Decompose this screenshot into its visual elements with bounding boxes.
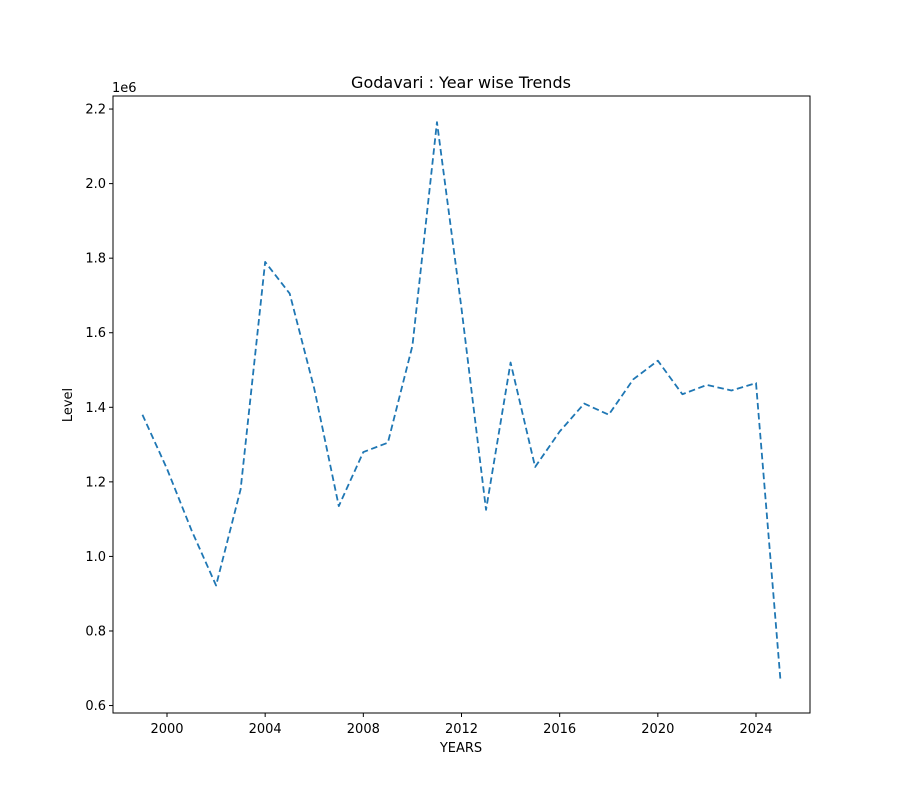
plot-area-frame [112,95,811,714]
y-tick-label: 1.8 [85,252,106,267]
y-tick-label: 1.2 [85,475,106,490]
x-axis-ticks: 2000 2004 2008 2012 2016 2020 2024 [150,713,773,737]
x-tick-label: 2000 [150,722,183,737]
chart-title: Godavari : Year wise Trends [351,73,571,92]
y-axis-offset-label: 1e6 [112,81,137,96]
x-tick-label: 2012 [445,722,478,737]
y-tick-label: 2.2 [85,103,106,118]
series-line [141,121,782,682]
y-tick-label: 1.4 [85,401,106,416]
x-tick-label: 2024 [739,722,772,737]
x-axis-label: YEARS [439,741,482,756]
y-tick-label: 0.6 [85,699,106,714]
x-tick-label: 2016 [543,722,576,737]
y-tick-label: 1.6 [85,326,106,341]
y-tick-label: 2.0 [85,177,106,192]
y-axis-ticks: 0.6 0.8 1.0 1.2 1.4 1.6 1.8 2.0 2.2 [85,103,113,714]
y-axis-label: Level [61,388,76,422]
x-tick-label: 2004 [249,722,282,737]
x-tick-label: 2020 [641,722,674,737]
x-tick-label: 2008 [347,722,380,737]
y-tick-label: 0.8 [85,624,106,639]
y-tick-label: 1.0 [85,550,106,565]
